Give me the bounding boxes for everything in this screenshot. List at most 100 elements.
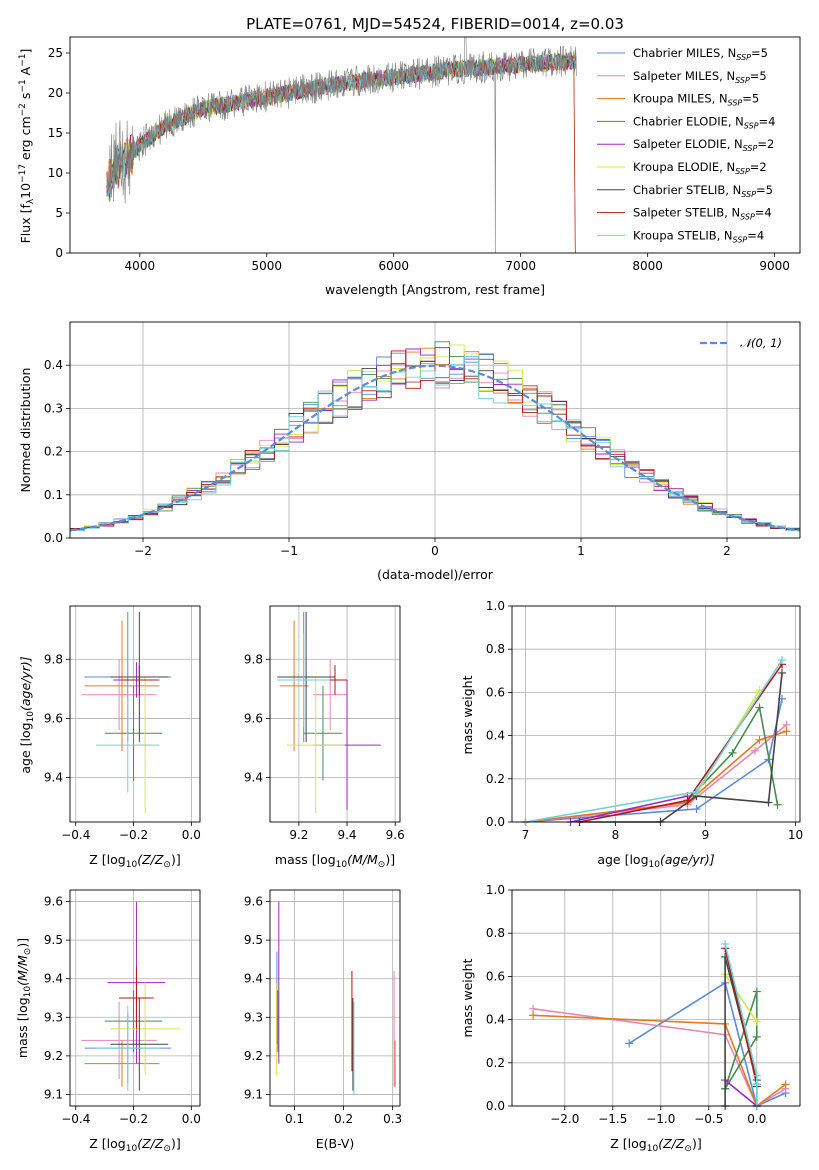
y-tick-label: 9.8 (44, 652, 63, 666)
weight-marker (764, 798, 773, 807)
weight-line (525, 659, 783, 823)
weight-line (686, 705, 779, 805)
y-tick-label: 9.5 (244, 933, 263, 947)
weight-marker (755, 703, 764, 712)
weight-marker (692, 787, 701, 796)
residuals-frame (69, 321, 801, 539)
weight-marker (752, 1017, 761, 1026)
weight-marker (721, 940, 730, 948)
z-age-ylabel: age [log10(age/yr)] (18, 656, 36, 773)
legend-entry: Salpeter MILES, NSSP=5 (633, 69, 767, 85)
weight-line (570, 795, 688, 823)
y-tick-label: 9.3 (44, 1010, 63, 1024)
x-tick-label: 4000 (125, 259, 156, 273)
weight-marker (752, 987, 761, 996)
weight-marker (752, 1080, 761, 1089)
panel-frame (511, 889, 801, 1107)
y-tick-label: 0.3 (44, 401, 63, 415)
x-tick-label: 0.0 (182, 1112, 201, 1126)
residual-histograms (70, 341, 800, 533)
y-tick-label: 9.1 (244, 1087, 263, 1101)
spectrum-frame (69, 36, 801, 254)
weight-marker (782, 727, 791, 736)
x-tick-label: −1.5 (598, 1112, 627, 1126)
y-tick-label: 9.4 (244, 771, 263, 785)
weight-line (724, 973, 758, 1023)
z-weight-panel: Z [log10(Z/Z⊙)] mass weight −2.0 −1.5 −1.0… (460, 883, 801, 1154)
y-tick-label: 15 (48, 126, 63, 140)
x-tick-label: −2 (134, 544, 152, 558)
x-tick-label: 7000 (505, 259, 536, 273)
x-tick-label: 2 (723, 544, 731, 558)
x-tick-label: 5000 (252, 259, 283, 273)
y-tick-label: 0 (55, 246, 63, 260)
weight-line (525, 730, 787, 823)
panel-frame (269, 889, 401, 1107)
y-tick-label: 9.2 (244, 1049, 263, 1063)
spectrum-legend: Chabrier MILES, NSSP=5 Salpeter MILES, NS… (597, 46, 775, 244)
y-tick-label: 0.2 (486, 1056, 505, 1070)
weight-line (724, 943, 758, 1106)
weight-line (628, 981, 786, 1108)
panel-frame (69, 605, 201, 823)
x-tick-label: 9000 (759, 259, 790, 273)
ebv-mass-panel: E(B-V) 0.1 0.2 0.3 9.1 9.2 9.3 9.4 9.5 9.6 (244, 889, 402, 1151)
weight-marker (778, 668, 786, 677)
x-tick-label: −1 (280, 544, 298, 558)
panel-frame (511, 605, 801, 823)
x-tick-label: 9.2 (289, 828, 308, 842)
legend-entry: 𝒩(0, 1) (740, 336, 782, 350)
weight-marker (692, 805, 701, 814)
residuals-ylabel: Normed distribution (18, 368, 33, 493)
legend-entry: Chabrier ELODIE, NSSP=4 (633, 114, 775, 130)
y-tick-label: 0.8 (486, 926, 505, 940)
z-weight-ylabel: mass weight (460, 958, 475, 1037)
y-tick-label: 9.5 (44, 933, 63, 947)
legend-entry: Salpeter ELODIE, NSSP=2 (633, 137, 774, 153)
legend-entry: Kroupa STELIB, NSSP=4 (633, 228, 764, 244)
weight-marker (773, 800, 782, 809)
y-tick-label: 0.2 (486, 772, 505, 786)
residuals-panel: (data-model)/error Normed distribution −… (18, 321, 801, 582)
weight-marker (683, 796, 692, 805)
x-tick-label: 10 (788, 828, 803, 842)
residuals-xlabel: (data-model)/error (377, 567, 494, 582)
z-mass-ylabel: mass [log10(M/M⊙)] (15, 938, 33, 1058)
weight-marker (778, 656, 786, 664)
weight-marker (728, 748, 737, 757)
y-tick-label: 5 (55, 206, 63, 220)
x-tick-label: −0.4 (61, 1112, 90, 1126)
x-tick-label: 0.3 (383, 1112, 402, 1126)
age-weight-ylabel: mass weight (460, 675, 475, 754)
spectrum-ylabel: Flux [fλ10−17 erg cm−2 s−1 A−1] (18, 49, 36, 244)
y-tick-label: 20 (48, 86, 63, 100)
weight-line (532, 1008, 787, 1108)
legend-entry: Kroupa ELODIE, NSSP=2 (633, 160, 767, 176)
legend-entry: Kroupa MILES, NSSP=5 (633, 92, 759, 108)
panel-frame (69, 889, 201, 1107)
weight-marker (752, 1032, 761, 1041)
age-weight-panel: age [log10(age/yr)] mass weight 7 8 9 10 0.0… (460, 599, 803, 870)
x-tick-label: −0.5 (694, 1112, 723, 1126)
y-tick-label: 0.0 (486, 815, 505, 829)
x-tick-label: 0 (431, 544, 439, 558)
y-tick-label: 0.0 (44, 531, 63, 545)
x-tick-label: −0.2 (119, 1112, 148, 1126)
x-tick-label: 0.0 (747, 1112, 766, 1126)
x-tick-label: −0.2 (119, 828, 148, 842)
y-tick-label: 9.1 (44, 1087, 63, 1101)
weight-marker (625, 1039, 634, 1048)
normal-curve (70, 364, 800, 532)
x-tick-label: 0.1 (285, 1112, 304, 1126)
legend-entry: Salpeter STELIB, NSSP=4 (633, 206, 772, 222)
y-tick-label: 9.3 (244, 1010, 263, 1024)
y-tick-label: 0.4 (486, 1013, 505, 1027)
y-tick-label: 10 (48, 166, 63, 180)
y-tick-label: 9.4 (44, 771, 63, 785)
z-mass-panel: Z [log10(Z/Z⊙)] mass [log10(M/M⊙)] −0.4 −… (15, 889, 201, 1154)
y-tick-label: 9.6 (44, 895, 63, 909)
x-tick-label: 1 (577, 544, 585, 558)
z-weight-xlabel: Z [log10(Z/Z⊙)] (610, 1136, 701, 1154)
weight-line (724, 1079, 758, 1107)
